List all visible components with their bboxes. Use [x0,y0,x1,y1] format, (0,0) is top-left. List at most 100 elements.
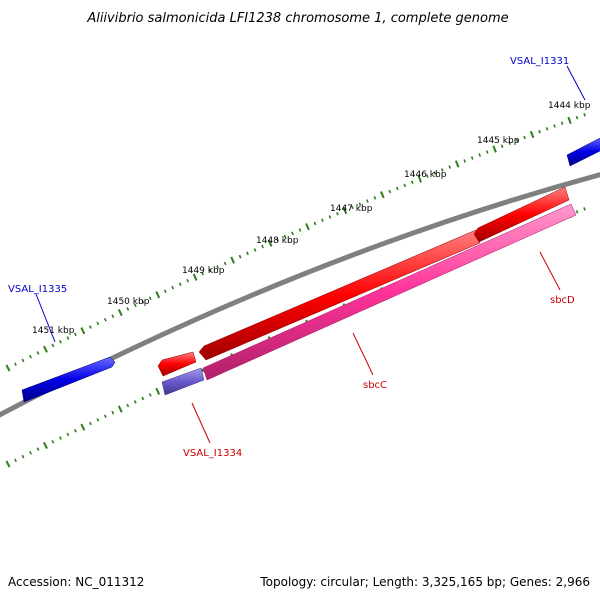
outer-tick [440,168,444,172]
inner-tick [43,441,48,450]
outer-tick [463,159,467,163]
outer-tick [358,202,362,206]
inner-tick [96,418,100,422]
inner-tick [29,451,32,455]
gene-label-vsal-i1331[interactable]: VSAL_I1331 [510,56,569,67]
outer-tick [448,165,452,169]
outer-tick [298,228,302,232]
gene-vsal-i1331[interactable] [566,137,600,167]
outer-tick [560,121,564,125]
outer-tick [103,317,107,322]
leader-sbcc [352,332,374,376]
outer-tick [148,296,152,301]
inner-tick [14,458,17,463]
leader-sbcd [539,251,561,291]
outer-tick [485,150,489,154]
outer-tick [523,135,526,140]
inner-tick [103,414,107,419]
outer-tick [171,285,175,290]
genome-backbone [0,172,600,418]
outer-tick [291,231,294,236]
gene-vsal-i1334-reverse[interactable] [161,367,205,396]
gene-label-sbcc[interactable]: sbcC [363,380,387,391]
map-title: Aliivibrio salmonicida LFI1238 chromosom… [86,11,508,26]
outer-tick [216,265,220,269]
inner-tick [36,447,40,451]
inner-tick [201,368,205,373]
outer-tick-track [5,113,586,372]
outer-tick [28,354,32,359]
outer-tick [141,300,145,304]
inner-tick [80,423,86,431]
inner-tick [155,387,161,395]
outer-tick [321,218,324,223]
outer-tick [283,234,287,239]
outer-tick [208,268,212,273]
outer-tick [500,144,504,148]
outer-tick [425,174,429,178]
outer-tick [163,289,167,294]
outer-tick [313,221,317,226]
outer-tick [223,261,227,266]
inner-tick [66,432,70,437]
inner-tick [126,403,130,408]
outer-tick [433,171,437,175]
inner-tick [575,210,579,214]
gene-vsal-i1334-forward[interactable] [157,351,197,377]
outer-tick [567,116,572,124]
outer-tick [470,156,474,160]
outer-tick [246,251,249,256]
inner-tick [5,460,11,468]
outer-tick [80,327,86,335]
outer-tick [58,339,62,344]
inner-tick [73,428,77,433]
outer-tick [5,364,11,372]
outer-tick [351,205,354,210]
outer-tick [395,186,399,191]
tick-label-1445: 1445 kbp [477,136,520,146]
outer-tick [14,362,17,366]
outer-tick [575,115,579,120]
outer-tick [342,206,348,215]
gene-label-sbcd[interactable]: sbcD [550,295,575,306]
outer-tick [508,141,511,145]
tick-label-1447: 1447 kbp [330,204,373,214]
outer-tick [328,215,332,219]
gene-label-vsal-i1335[interactable]: VSAL_I1335 [8,284,67,295]
outer-tick [305,223,310,231]
outer-tick [492,145,497,153]
outer-tick [373,196,377,200]
gene-sbcc-forward[interactable] [198,229,481,361]
gene-sbcd-forward[interactable] [473,186,570,243]
outer-tick [336,211,339,216]
gene-sbc-reverse[interactable] [202,203,577,381]
outer-tick [553,124,556,128]
outer-tick [366,199,369,203]
tick-labels: 1444 kbp 1445 kbp 1446 kbp 1447 kbp 1448… [32,101,591,336]
outer-tick [73,332,77,337]
tick-label-1448: 1448 kbp [256,236,299,246]
outer-tick [186,278,190,283]
outer-tick [238,254,242,259]
outer-tick [583,113,586,117]
accession-text: Accession: NC_011312 [8,575,144,589]
genome-summary-text: Topology: circular; Length: 3,325,165 bp… [259,575,590,589]
tick-label-1451: 1451 kbp [32,326,75,336]
outer-tick [478,153,482,157]
outer-tick [88,325,92,329]
outer-tick [111,314,115,318]
outer-tick [529,130,535,139]
outer-tick [410,180,414,185]
outer-tick [155,291,161,299]
gene-label-vsal-i1334[interactable]: VSAL_I1334 [183,448,242,459]
inner-tick [117,405,123,413]
outer-tick [538,129,541,134]
outer-tick [276,238,279,242]
outer-tick [388,189,392,194]
leader-vsal-i1331 [566,65,586,101]
gene-vsal-i1335[interactable] [21,356,116,403]
inner-tick [21,454,25,459]
outer-tick [267,239,273,247]
inner-tick [111,410,115,415]
leader-vsal-i1334 [191,402,211,444]
